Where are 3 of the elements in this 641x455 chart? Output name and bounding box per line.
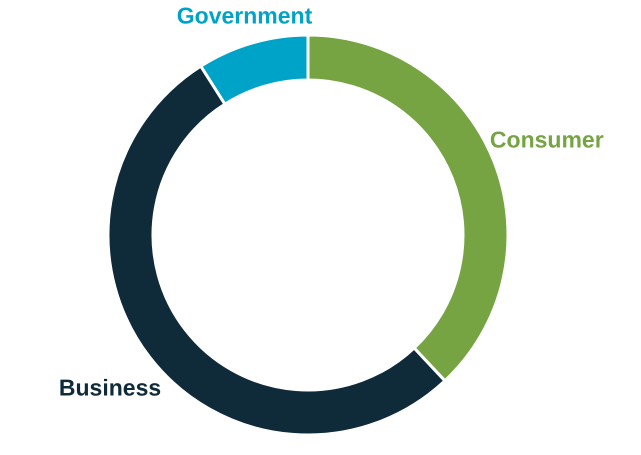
slice-label: Consumer xyxy=(490,126,604,152)
slice-label: Business xyxy=(58,374,162,401)
slice-label: Government xyxy=(176,2,313,28)
